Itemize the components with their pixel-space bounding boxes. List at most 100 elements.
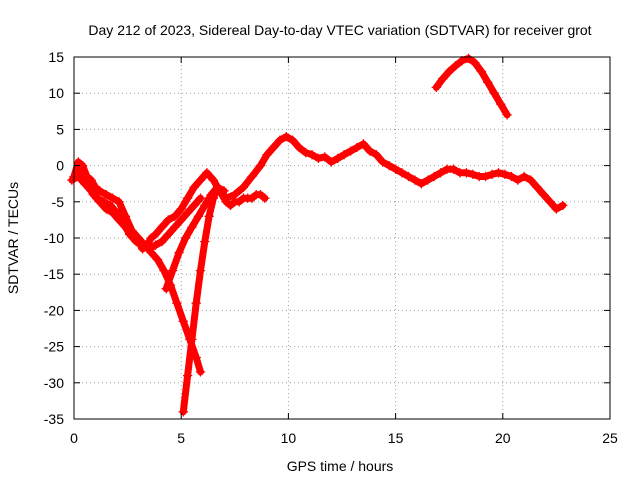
data-point — [333, 153, 343, 164]
data-point — [73, 157, 83, 167]
data-point — [358, 139, 369, 149]
data-point — [174, 247, 184, 258]
x-axis-label: GPS time / hours — [287, 458, 394, 474]
chart-title: Day 212 of 2023, Sidereal Day-to-day VTE… — [88, 22, 591, 38]
data-point — [326, 157, 336, 167]
data-point — [75, 164, 86, 174]
data-point — [152, 255, 163, 265]
y-axis-label: SDTVAR / TECUs — [5, 182, 21, 294]
data-point — [189, 182, 199, 192]
data-point — [470, 58, 480, 68]
x-tick-label: 10 — [281, 430, 297, 446]
data-point — [219, 186, 229, 196]
data-point — [513, 175, 523, 185]
data-point — [212, 182, 223, 192]
data-point — [435, 168, 446, 178]
data-point — [189, 200, 199, 211]
data-point — [457, 55, 467, 66]
data-point — [195, 193, 206, 203]
data-point — [496, 99, 506, 109]
data-point — [384, 160, 394, 171]
data-point — [281, 131, 291, 142]
data-point — [202, 168, 212, 178]
y-tick-label: 5 — [56, 121, 64, 137]
data-point — [204, 211, 214, 221]
x-tick-label: 15 — [388, 430, 404, 446]
grid — [74, 57, 610, 419]
data-point — [339, 150, 349, 160]
data-point — [532, 182, 542, 192]
data-point — [247, 171, 257, 182]
series-arc-left-branch — [67, 171, 206, 254]
x-tick-label: 20 — [495, 430, 511, 446]
data-point — [137, 240, 148, 250]
data-point — [288, 135, 298, 145]
series-arc-high — [431, 53, 512, 120]
data-point — [182, 208, 193, 218]
data-point — [114, 197, 124, 207]
x-tick-label: 5 — [177, 430, 185, 446]
series-line — [432, 54, 511, 119]
data-point — [86, 186, 96, 196]
data-point — [247, 193, 257, 203]
data-point — [157, 236, 167, 247]
data-point — [112, 208, 122, 218]
data-point — [225, 200, 236, 211]
data-point — [320, 152, 330, 162]
data-point — [191, 298, 201, 308]
data-point — [193, 211, 204, 221]
data-point — [461, 168, 472, 178]
y-tick-label: -10 — [44, 230, 64, 246]
data-point — [170, 222, 180, 232]
data-point — [410, 175, 420, 185]
data-point — [125, 229, 135, 240]
data-point — [118, 218, 128, 229]
data-point — [163, 229, 173, 240]
data-point — [195, 175, 206, 185]
series-line — [70, 133, 567, 253]
data-point — [545, 197, 555, 207]
series-arc-spike — [178, 182, 270, 417]
data-point — [444, 66, 454, 77]
data-point — [101, 189, 111, 200]
data-point — [200, 236, 210, 247]
data-point — [255, 160, 266, 171]
data-point — [483, 77, 493, 87]
data-point — [163, 215, 173, 225]
data-point — [378, 157, 388, 167]
data-point — [131, 236, 141, 247]
data-point — [558, 200, 568, 211]
series-layer — [67, 53, 568, 417]
data-point — [480, 171, 491, 182]
y-tick-label: 10 — [48, 85, 64, 101]
data-point — [538, 189, 549, 200]
y-tick-label: 0 — [56, 158, 64, 174]
x-tick-label: 0 — [70, 430, 78, 446]
data-point — [262, 150, 272, 160]
data-point — [307, 150, 317, 160]
data-point — [107, 193, 118, 203]
data-point — [275, 135, 285, 145]
data-point — [161, 284, 171, 294]
data-point — [157, 222, 167, 232]
data-point — [195, 265, 206, 276]
data-point — [502, 110, 512, 120]
y-tick-label: -15 — [44, 266, 64, 282]
data-point — [371, 150, 381, 160]
data-point — [506, 171, 517, 182]
series-arc-late-branch — [161, 182, 229, 294]
x-tick-label: 25 — [602, 430, 618, 446]
data-point — [463, 53, 474, 64]
data-point — [352, 142, 362, 153]
y-tick-label: -5 — [52, 194, 65, 210]
data-point — [159, 265, 169, 276]
data-point — [438, 74, 448, 84]
data-point — [200, 200, 210, 211]
data-point — [187, 222, 197, 232]
data-point — [178, 316, 188, 326]
y-tick-label: -30 — [44, 375, 64, 391]
data-point — [431, 82, 441, 93]
data-point — [144, 244, 154, 254]
data-point — [551, 204, 562, 214]
